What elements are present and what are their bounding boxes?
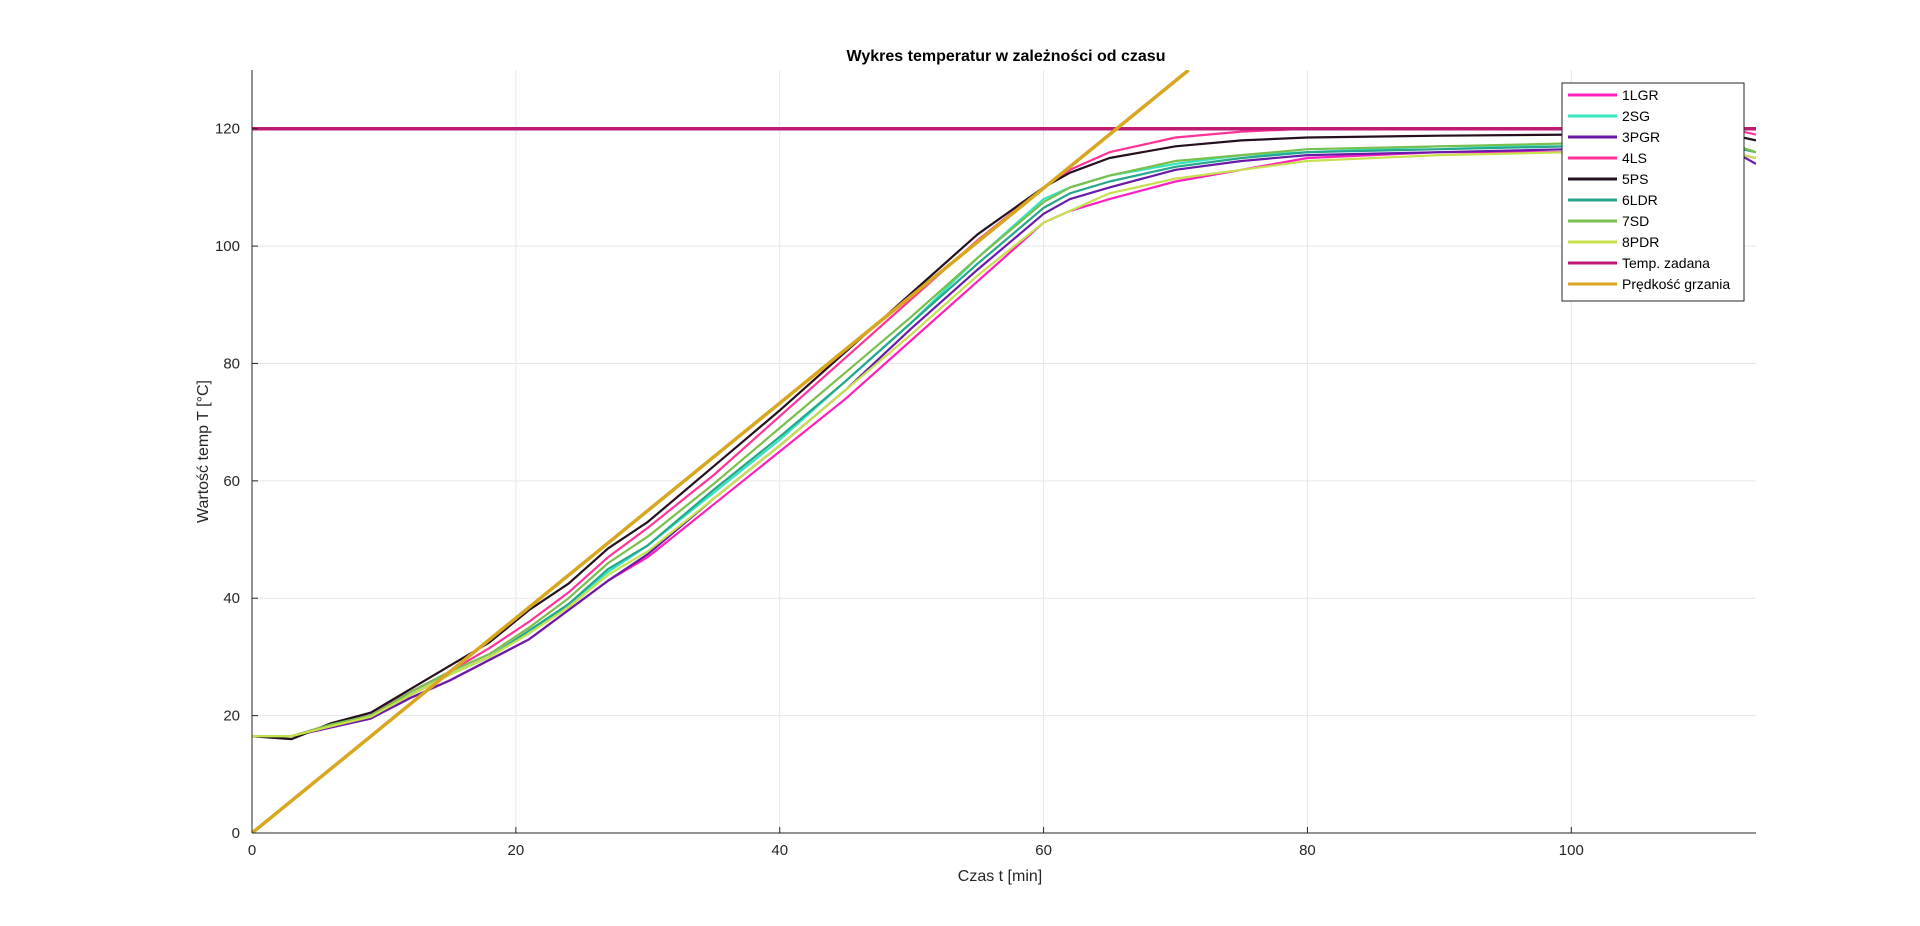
legend-label: 1LGR — [1622, 87, 1659, 103]
x-tick-label: 60 — [1035, 842, 1052, 859]
series-line-7 — [252, 142, 1756, 738]
legend-box — [1561, 82, 1745, 302]
y-tick-label: 120 — [215, 121, 240, 138]
legend-label: 7SD — [1622, 213, 1649, 229]
legend-label: 3PGR — [1622, 129, 1660, 145]
x-tick-label: 80 — [1299, 842, 1316, 859]
y-tick-label: 0 — [232, 825, 240, 842]
legend-label: Prędkość grzania — [1622, 276, 1730, 292]
x-tick-label: 20 — [508, 842, 525, 859]
legend-label: 4LS — [1622, 150, 1647, 166]
series-line-8 — [252, 151, 1756, 738]
y-ticks: 0 20 40 60 80 100 120 — [215, 121, 258, 842]
x-tick-label: 40 — [771, 842, 788, 859]
legend-label: 2SG — [1622, 108, 1650, 124]
series-line-5 — [252, 133, 1756, 741]
y-tick-label: 100 — [215, 238, 240, 255]
y-tick-label: 60 — [223, 473, 240, 490]
series-lines — [252, 70, 1756, 833]
legend-label: 5PS — [1622, 171, 1648, 187]
x-tick-label: 100 — [1559, 842, 1584, 859]
y-tick-label: 40 — [223, 590, 240, 607]
legend-label: 6LDR — [1622, 192, 1658, 208]
x-tick-label: 0 — [248, 842, 256, 859]
x-ticks: 0 20 40 60 80 100 — [248, 827, 1584, 859]
legend-label: Temp. zadana — [1622, 255, 1710, 271]
legend: 1LGR 2SG 3PGR 4LS 5PS 6LDR 7SD 8PDR Temp. zadana… — [1561, 82, 1745, 302]
chart-title: Wykres temperatur w zależności od czasu — [847, 48, 1166, 65]
grid — [251, 70, 1756, 834]
y-axis-label: Wartość temp T [°C] — [195, 380, 212, 523]
y-tick-label: 80 — [223, 355, 240, 372]
legend-label: 8PDR — [1622, 234, 1659, 250]
y-tick-label: 20 — [223, 708, 240, 725]
x-axis-label: Czas t [min] — [958, 868, 1042, 885]
series-line-10 — [252, 70, 1190, 833]
